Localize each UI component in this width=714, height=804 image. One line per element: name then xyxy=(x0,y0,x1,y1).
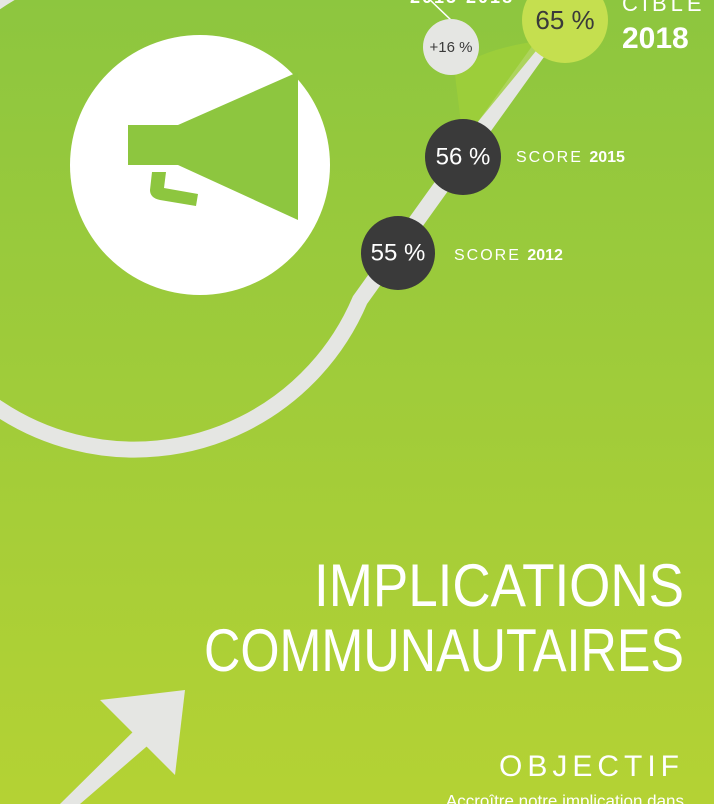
progress-arc xyxy=(0,0,583,458)
score-circle xyxy=(361,216,435,290)
score-label-text: SCORE xyxy=(454,247,521,264)
score-label: SCORE 2015 xyxy=(516,149,625,166)
megaphone-icon xyxy=(128,72,298,220)
increase-value: +16 % xyxy=(430,39,473,56)
target-year: 2018 xyxy=(622,22,689,55)
target-label: CIBLE xyxy=(622,0,706,16)
score-year: 2012 xyxy=(527,247,563,264)
score-value: 55 % xyxy=(371,239,426,266)
target-circle xyxy=(522,0,608,63)
score-year: 2015 xyxy=(589,149,625,166)
heading-line: IMPLICATIONS xyxy=(314,552,684,619)
increase-wedge xyxy=(455,40,545,140)
increase-circle xyxy=(423,19,479,75)
score-circle xyxy=(425,119,501,195)
connector xyxy=(429,0,452,21)
score-label-text: SCORE xyxy=(516,149,583,166)
score-label: SCORE 2012 xyxy=(454,247,563,264)
target-value: 65 % xyxy=(535,5,594,35)
arrow-icon xyxy=(60,690,185,804)
heading-line: COMMUNAUTAIRES xyxy=(204,617,684,684)
objective-title: OBJECTIF xyxy=(499,750,684,783)
period: 2015-2018 xyxy=(410,0,514,7)
score-value: 56 % xyxy=(436,143,491,170)
objective-text: Accroître notre implication dans xyxy=(446,791,684,804)
